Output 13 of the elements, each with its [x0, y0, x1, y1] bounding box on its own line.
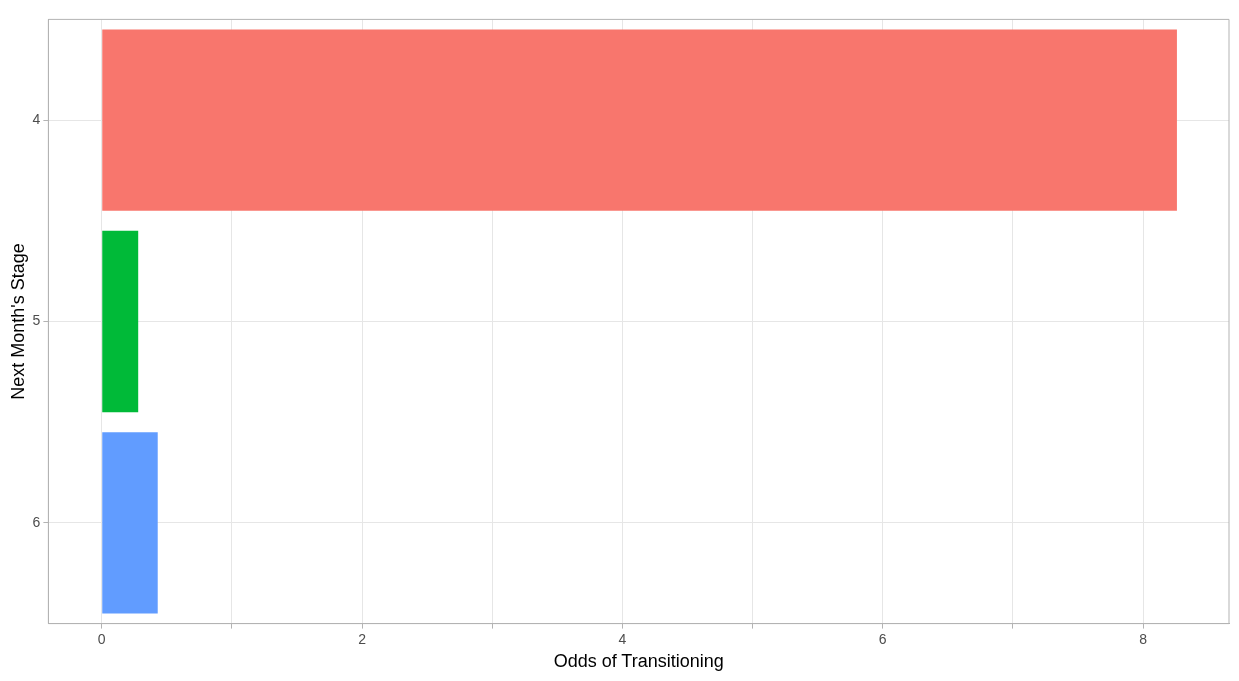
x-tick-label: 2: [358, 630, 367, 647]
bar: [102, 29, 1177, 211]
y-axis-title: Next Month's Stage: [7, 243, 28, 400]
x-axis-title: Odds of Transitioning: [553, 651, 724, 672]
x-tick-label: 0: [97, 630, 106, 647]
bar: [102, 432, 158, 614]
bar: [102, 230, 139, 413]
y-tick-label: 4: [32, 110, 41, 127]
x-tick-label: 4: [618, 630, 627, 647]
y-tick-label: 5: [32, 312, 41, 329]
x-tick-label: 6: [878, 630, 887, 647]
x-tick-label: 8: [1139, 630, 1148, 647]
y-tick-label: 6: [32, 513, 41, 530]
